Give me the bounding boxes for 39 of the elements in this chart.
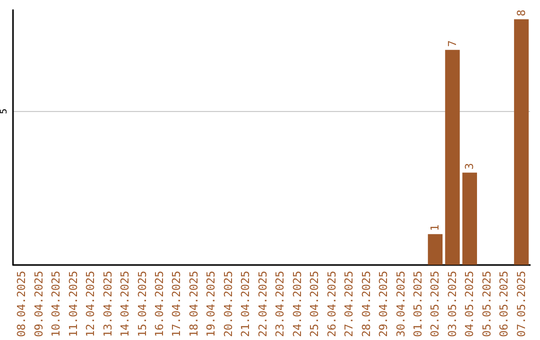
x-tick-label: 01.05.2025 (411, 270, 424, 338)
x-tick-label: 21.04.2025 (239, 270, 252, 338)
x-tick-label: 24.04.2025 (290, 270, 304, 338)
x-tick-label: 11.04.2025 (66, 270, 80, 338)
x-tick-label: 27.04.2025 (342, 270, 356, 338)
x-tick-label: 15.04.2025 (136, 270, 149, 338)
x-tick-label: 12.04.2025 (84, 270, 98, 338)
bar (445, 50, 460, 265)
x-tick-label: 02.05.2025 (428, 270, 442, 338)
x-tick-label: 07.05.2025 (514, 270, 528, 338)
x-tick-label: 10.04.2025 (50, 270, 63, 338)
x-tick-label: 20.04.2025 (222, 270, 235, 338)
x-tick-label: 22.04.2025 (256, 270, 270, 338)
x-tick-label: 30.04.2025 (394, 270, 408, 338)
x-tick-label: 25.04.2025 (308, 270, 322, 338)
x-tick-label: 05.05.2025 (480, 270, 494, 338)
x-tick-label: 09.04.2025 (32, 270, 46, 338)
x-tick-label: 06.05.2025 (498, 270, 511, 338)
bar (428, 234, 443, 265)
x-tick-label: 14.04.2025 (118, 270, 132, 338)
data-label: 3 (463, 163, 476, 170)
x-tick-label: 19.04.2025 (204, 270, 218, 338)
x-tick-label: 04.05.2025 (463, 270, 476, 338)
x-tick-label: 17.04.2025 (170, 270, 184, 338)
x-tick-label: 23.04.2025 (274, 270, 287, 338)
y-tick-label: 5 (0, 108, 10, 114)
x-tick-label: 16.04.2025 (152, 270, 166, 338)
x-tick-label: 08.04.2025 (15, 270, 28, 338)
x-tick-label: 29.04.2025 (377, 270, 390, 338)
bar (514, 19, 529, 265)
data-label: 8 (514, 10, 528, 16)
x-tick-label: 26.04.2025 (325, 270, 338, 338)
x-tick-label: 13.04.2025 (101, 270, 114, 338)
x-tick-label: 03.05.2025 (446, 270, 459, 338)
x-tick-label: 18.04.2025 (187, 270, 200, 338)
data-label: 1 (428, 224, 442, 232)
data-label: 7 (446, 40, 459, 47)
x-tick-label: 28.04.2025 (360, 270, 373, 338)
bar (462, 172, 478, 265)
